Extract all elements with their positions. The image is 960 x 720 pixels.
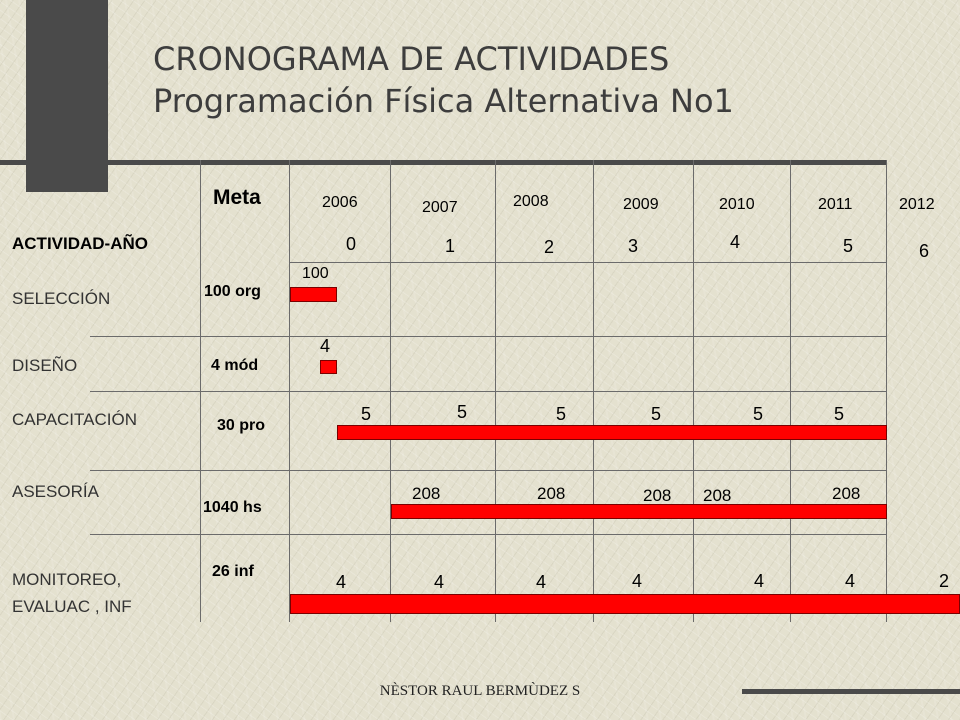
period-label: 4 (730, 232, 741, 252)
year-label: 2011 (818, 196, 853, 213)
grid-line (90, 534, 886, 535)
activity-year-header: ACTIVIDAD-AÑO (12, 234, 148, 253)
bar-value: 5 (753, 404, 764, 424)
grid-line (90, 391, 886, 392)
grid-line (90, 470, 886, 471)
slide-title: CRONOGRAMA DE ACTIVIDADES (153, 40, 670, 78)
bar-value: 5 (556, 404, 567, 424)
grid-line (886, 160, 887, 622)
top-rule (0, 160, 886, 165)
slide-subtitle: Programación Física Alternativa No1 (153, 82, 734, 120)
activity-bar (290, 594, 960, 614)
year-label: 2010 (719, 196, 755, 213)
meta-value: 100 org (204, 283, 261, 300)
bar-value: 5 (651, 404, 662, 424)
activity-name: SELECCIÓN (12, 289, 111, 308)
activity-name: ASESORÍA (12, 482, 99, 501)
bar-value: 4 (632, 571, 643, 591)
meta-value: 4 mód (211, 357, 259, 374)
meta-value: 30 pro (217, 417, 266, 434)
meta-header: Meta (213, 186, 261, 209)
bar-value: 5 (361, 404, 372, 424)
period-label: 5 (843, 236, 854, 256)
period-label: 3 (628, 236, 639, 256)
bar-value: 208 (412, 484, 441, 503)
bottom-rule (742, 689, 960, 694)
activity-name: MONITOREO, (12, 570, 122, 589)
activity-bar (337, 425, 887, 440)
footer-author: NÈSTOR RAUL BERMÙDEZ S (379, 683, 581, 699)
bar-value: 4 (336, 572, 347, 592)
meta-value: 1040 hs (203, 499, 262, 516)
year-label: 2008 (513, 193, 549, 210)
period-label: 1 (445, 236, 456, 256)
grid-line (290, 262, 886, 263)
bar-value: 4 (434, 572, 445, 592)
bar-value: 208 (643, 486, 672, 505)
bar-value: 100 (302, 265, 329, 282)
grid-line (90, 336, 886, 337)
activity-name: CAPACITACIÓN (12, 410, 137, 429)
year-label: 2006 (322, 194, 358, 211)
period-label: 0 (346, 234, 357, 254)
bar-value: 208 (703, 486, 732, 505)
activity-bar (320, 360, 337, 374)
bar-value: 5 (834, 404, 845, 424)
bar-value: 2 (939, 571, 950, 591)
bar-value: 5 (457, 402, 468, 422)
bar-value: 4 (320, 336, 331, 356)
bar-value: 4 (536, 572, 547, 592)
period-label: 6 (919, 241, 930, 261)
bar-value: 4 (754, 571, 765, 591)
year-label: 2009 (623, 196, 659, 213)
year-label: 2012 (899, 196, 935, 213)
bar-value: 4 (845, 571, 856, 591)
period-label: 2 (544, 237, 555, 257)
activity-name-line2: EVALUAC , INF (12, 597, 132, 616)
meta-value: 26 inf (212, 563, 254, 580)
activity-bar (290, 287, 337, 302)
year-label: 2007 (422, 199, 458, 216)
activity-name: DISEÑO (12, 356, 78, 375)
activity-bar (391, 504, 887, 519)
bar-value: 208 (537, 484, 566, 503)
bar-value: 208 (832, 484, 861, 503)
